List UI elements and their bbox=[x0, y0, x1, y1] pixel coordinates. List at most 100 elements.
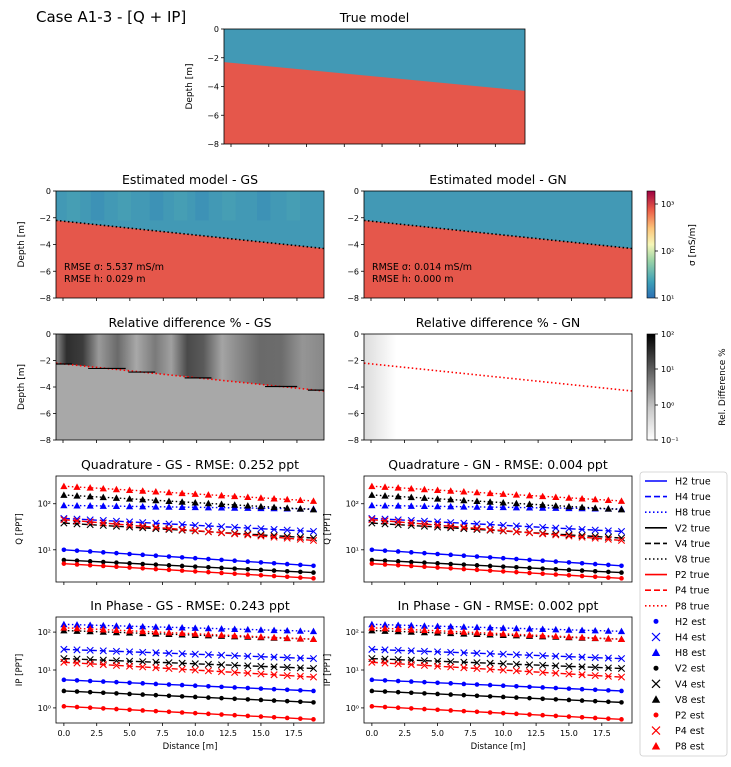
ip-gn-V2-est-point-4 bbox=[422, 691, 427, 696]
quad-gn-V2-est-point-5 bbox=[435, 561, 440, 566]
ip-gn-H2-est-point-12 bbox=[527, 684, 532, 690]
ip-gs-V2-est-point-12 bbox=[219, 695, 224, 701]
est_gs-cell-0 bbox=[66, 191, 81, 221]
reldiff-colorbar: 10² 10¹ 10⁰ 10⁻¹ Rel. Difference % bbox=[646, 330, 728, 445]
ip-gn-P2-est-point-13 bbox=[540, 712, 545, 718]
ip-gs-P2-est-point-17 bbox=[284, 715, 290, 721]
quad-gs-V8-est-point-14 bbox=[244, 502, 252, 509]
quad-gs-H2-est-point-12 bbox=[219, 557, 224, 563]
ip-gn-P8-est-point-1 bbox=[381, 624, 389, 632]
quad-gn-P2-est-point-4 bbox=[422, 564, 427, 570]
figure-suptitle: Case A1-3 - [Q + IP] bbox=[36, 8, 186, 26]
quad-gn-H4-est-point-19 bbox=[617, 527, 626, 536]
quad-gs-P8-true-line bbox=[63, 485, 314, 502]
quad-gn-P4-est-point-0 bbox=[368, 516, 376, 524]
quad-gs-V2-est-point-7 bbox=[153, 562, 159, 567]
legend-label-5: V8 true bbox=[675, 555, 710, 566]
quad-gs-P2-est-point-17 bbox=[284, 574, 290, 580]
ip-gn-P2-est-point-16 bbox=[579, 714, 585, 720]
quad-gn-V2-est-point-11 bbox=[514, 565, 519, 570]
quad-gs-P2-est-point-13 bbox=[232, 571, 237, 577]
quad-gn-H2-est-point-17 bbox=[592, 561, 598, 567]
quad-gn-P2-est-point-5 bbox=[435, 565, 440, 570]
quad-gn-H4-est-point-17 bbox=[591, 526, 599, 534]
ip-gs-H2-est-point-17 bbox=[284, 687, 290, 693]
ip-gs-P8-est-point-3 bbox=[99, 625, 107, 633]
ip-gs-xtick-label-6: 15.0 bbox=[252, 729, 270, 738]
quad-gn-P4-est-point-14 bbox=[552, 531, 560, 539]
quad-gs-P2-est-point-4 bbox=[114, 564, 119, 570]
quad-gs-P8-est-point-10 bbox=[191, 490, 199, 497]
quad-gs-H8-est-point-1 bbox=[73, 501, 81, 509]
quad-gn-H8-est-point-1 bbox=[381, 501, 389, 509]
ip-gs-P8-est-point-15 bbox=[257, 633, 265, 640]
legend-label-17: P8 est bbox=[675, 742, 705, 753]
ip-gn-H8-est-point-2 bbox=[394, 621, 402, 628]
ip-gs-V2-est-point-18 bbox=[298, 699, 303, 705]
quad-gs-V4-est-point-1 bbox=[73, 520, 81, 528]
quad-gs-V2-est-point-3 bbox=[100, 559, 106, 565]
quad-gs-V2-est-point-10 bbox=[192, 564, 198, 569]
quad-gn-P2-est-point-17 bbox=[592, 574, 598, 580]
legend-swatch-10 bbox=[651, 632, 661, 642]
ip-gn-P4-est-point-4 bbox=[420, 661, 429, 669]
quad-gn-P4-est-point-5 bbox=[433, 521, 442, 529]
ip-gn-ytick-label-0: 10² bbox=[346, 628, 359, 637]
ip-gs-H8-est-point-1 bbox=[73, 621, 81, 628]
ip-gn-H4-est-point-9 bbox=[486, 650, 494, 658]
quad-gs-V8-est-point-5 bbox=[125, 495, 134, 502]
ip-gs-V2-est-point-5 bbox=[127, 691, 132, 697]
quad-gn-V8-est-point-4 bbox=[420, 494, 429, 501]
quad-gn-H2-est-point-4 bbox=[422, 550, 427, 556]
est_gs-cell-3 bbox=[149, 191, 164, 221]
ip-gs-P2-est-point-6 bbox=[140, 708, 146, 713]
quad-gn-P8-est-point-5 bbox=[433, 486, 442, 493]
quad-gs-H2-est-point-10 bbox=[192, 555, 198, 561]
ip-gs-H4-true-line bbox=[63, 648, 314, 660]
ip-gn-P8-est-point-0 bbox=[368, 624, 376, 631]
ip-gs-V4-est-point-14 bbox=[244, 662, 252, 670]
quad-gs-P4-est-point-18 bbox=[296, 535, 304, 543]
ip-gn-V2-est-point-14 bbox=[553, 697, 559, 702]
ip-gn-P8-est-point-11 bbox=[512, 630, 520, 638]
ip-gs-V4-est-point-15 bbox=[257, 662, 265, 670]
ip-gs-ytick-label-0: 10² bbox=[38, 628, 51, 637]
quad-gs-H8-est-point-7 bbox=[152, 503, 160, 510]
rel_gn-ytick-label-2: −4 bbox=[347, 383, 359, 392]
quad-gs-V8-est-point-11 bbox=[204, 499, 212, 507]
ip-gs-H2-est-point-1 bbox=[74, 678, 80, 683]
ip-gn-H2-est-point-0 bbox=[369, 677, 375, 683]
ip-gs-V4-true-line bbox=[63, 657, 314, 670]
ip-gn-H8-est-point-11 bbox=[512, 624, 520, 632]
ip-gn-H2-est-point-5 bbox=[435, 680, 440, 686]
ip-gs-H2-est-point-5 bbox=[127, 680, 132, 686]
quad-gn-V8-est-point-16 bbox=[578, 503, 586, 511]
quad-gn-H2-est-point-3 bbox=[408, 550, 414, 555]
quad-gs-P2-est-point-3 bbox=[100, 563, 106, 569]
quad-gn-P2-est-point-19 bbox=[619, 576, 624, 581]
quad-gn-H2-est-point-9 bbox=[487, 555, 493, 560]
quad-gs-P8-est-point-1 bbox=[73, 483, 81, 490]
quad-gs-P2-est-point-0 bbox=[61, 561, 67, 566]
ip-gn-H8-est-point-7 bbox=[460, 623, 468, 630]
quad-gn-V8-true-line bbox=[371, 494, 622, 511]
ip-gs-H8-est-point-11 bbox=[204, 624, 212, 632]
quad-gs-V2-est-point-16 bbox=[271, 568, 277, 573]
reldiff-colorbar-tick-0.1: 10⁻¹ bbox=[661, 436, 679, 445]
quad-gs-P4-est-point-10 bbox=[191, 527, 199, 535]
ip-gn-P4-est-point-8 bbox=[473, 664, 481, 673]
quad-gs-P4-est-point-1 bbox=[73, 517, 81, 525]
ip-gn-P4-est-point-2 bbox=[394, 660, 402, 668]
quad-gs-H2-est-point-17 bbox=[284, 561, 290, 567]
ip-gs-xtick-label-0: 0.0 bbox=[58, 729, 71, 738]
ip-gn-V2-est-point-12 bbox=[527, 695, 532, 701]
ip-gn-V2-est-point-11 bbox=[514, 695, 519, 700]
ip-gs-V2-est-point-17 bbox=[284, 698, 290, 704]
quad-gn-H4-est-point-16 bbox=[578, 525, 586, 533]
quad-gn-H4-est-point-10 bbox=[499, 521, 507, 529]
ip-gn-P8-est-point-14 bbox=[552, 632, 560, 640]
ip-gn-H4-est-point-4 bbox=[420, 647, 429, 655]
quad-gn-title: Quadrature - GN - RMSE: 0.004 ppt bbox=[388, 457, 608, 472]
quad-gs-P2-est-point-5 bbox=[127, 565, 132, 570]
ip-gs-V4-est-point-6 bbox=[139, 658, 147, 666]
